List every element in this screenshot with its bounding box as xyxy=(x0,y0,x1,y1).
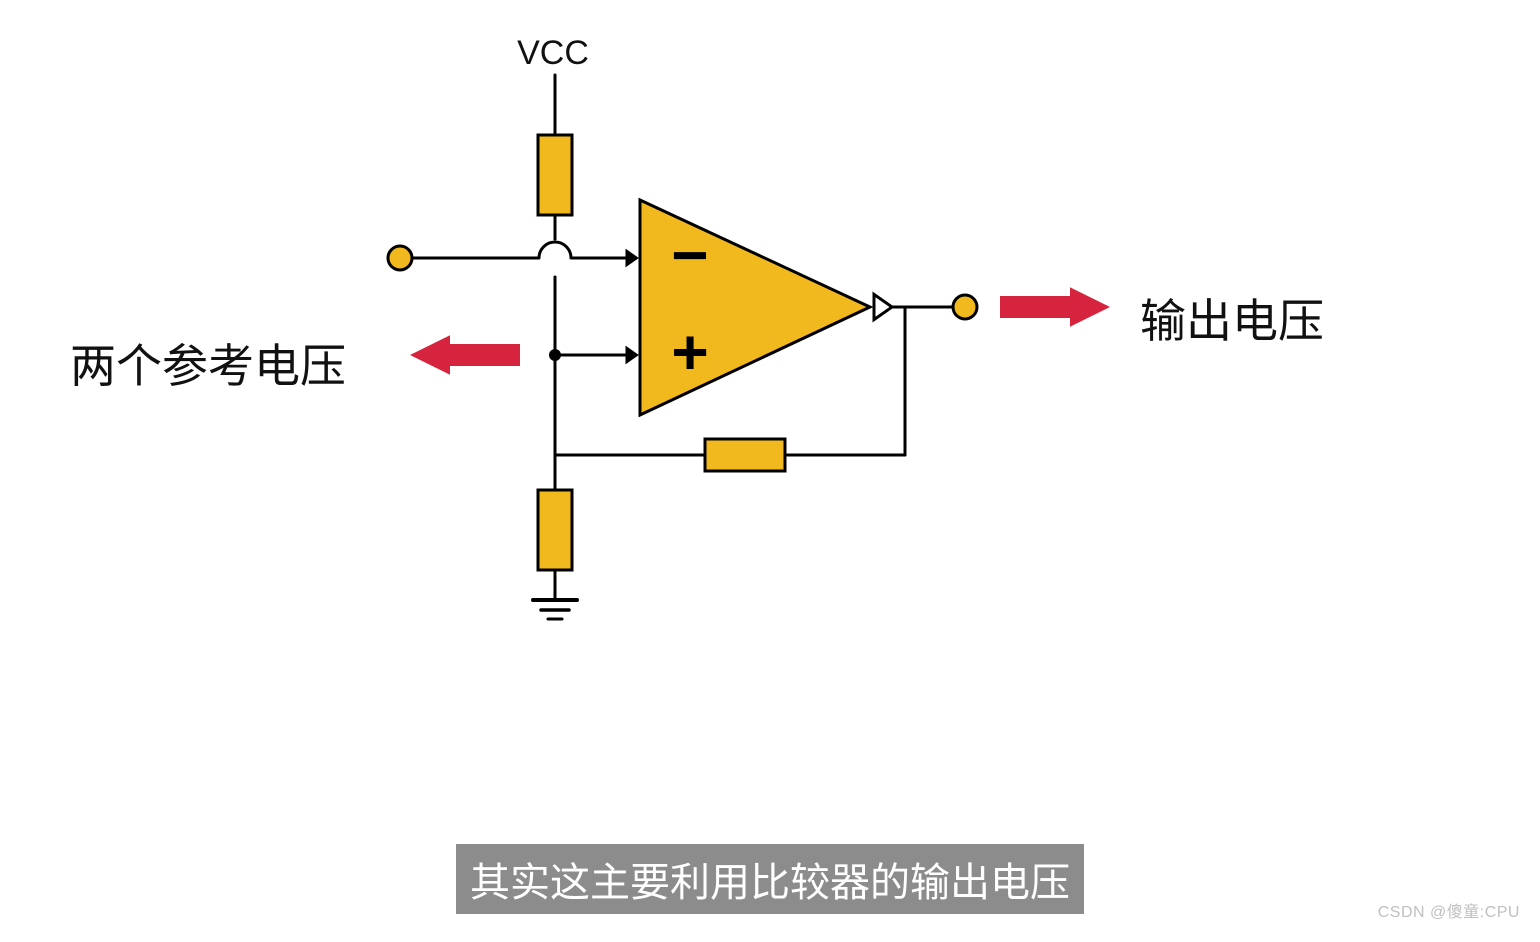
caption-bar: 其实这主要利用比较器的输出电压 xyxy=(456,844,1084,914)
vcc-label: VCC xyxy=(517,34,589,72)
ref-voltage-label: 两个参考电压 xyxy=(70,340,346,392)
svg-text:+: + xyxy=(671,316,708,388)
comparator-circuit-diagram: VCC − + 两个参考电压 输出电压 xyxy=(0,0,1540,942)
svg-text:−: − xyxy=(671,219,708,291)
watermark-text: CSDN @傻童:CPU xyxy=(1378,898,1520,922)
output-voltage-label: 输出电压 xyxy=(1140,295,1324,347)
